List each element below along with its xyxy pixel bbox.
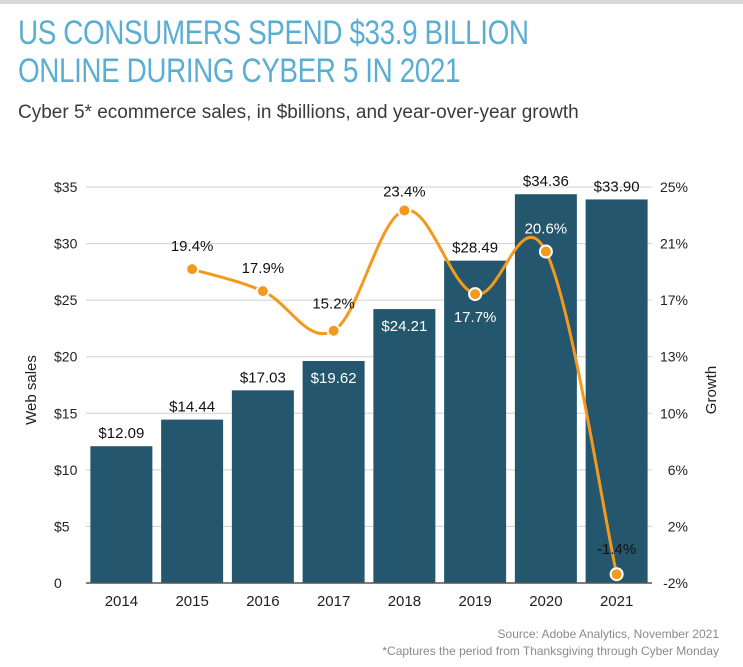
bar-data-label: $24.21	[381, 318, 427, 335]
y-tick-label: $30	[54, 236, 78, 252]
x-tick-label: 2014	[105, 593, 138, 610]
growth-data-label: -1.4%	[597, 541, 636, 558]
chart-title: US CONSUMERS SPEND $33.9 BILLION ONLINE …	[18, 14, 529, 90]
x-tick-label: 2019	[458, 593, 491, 610]
y-tick-label: 0	[54, 575, 62, 591]
growth-line	[191, 208, 619, 575]
growth-point	[538, 244, 553, 259]
y2-tick-label: 13%	[660, 349, 688, 365]
x-tick-label: 2018	[388, 593, 421, 610]
growth-data-label: 15.2%	[312, 296, 355, 313]
growth-point	[609, 567, 624, 582]
source-note: Source: Adobe Analytics, November 2021	[497, 627, 719, 641]
bar-data-label: $12.09	[98, 425, 144, 442]
footnote: *Captures the period from Thanksgiving t…	[382, 644, 719, 658]
bar	[302, 361, 365, 583]
y2-tick-label: 10%	[660, 405, 688, 421]
x-tick-label: 2020	[529, 593, 562, 610]
y2-tick-label: 2%	[668, 518, 688, 534]
y2-axis-title: Growth	[703, 366, 720, 414]
growth-data-label: 17.9%	[242, 260, 285, 277]
bar-data-label: $34.36	[523, 173, 569, 190]
bar-data-label: $28.49	[452, 240, 498, 257]
y2-tick-label: 6%	[668, 462, 688, 478]
title-wrap: US CONSUMERS SPEND $33.9 BILLION ONLINE …	[18, 14, 738, 90]
bar-data-label: $33.90	[594, 178, 640, 195]
bar	[231, 390, 294, 583]
bar-data-label: $19.62	[311, 370, 357, 387]
y2-tick-label: 17%	[660, 292, 688, 308]
bar-data-label: $17.03	[240, 369, 286, 386]
growth-point	[468, 287, 483, 302]
y-tick-label: $20	[54, 349, 78, 365]
chart-subtitle: Cyber 5* ecommerce sales, in $billions, …	[18, 102, 579, 123]
y-tick-label: $15	[54, 405, 78, 421]
y2-tick-label: 21%	[660, 236, 688, 252]
y2-tick-label: -2%	[663, 575, 688, 591]
y-axis-title: Web sales	[23, 355, 40, 425]
y-tick-label: $5	[54, 518, 70, 534]
x-tick-label: 2021	[600, 593, 633, 610]
top-rule	[0, 0, 743, 4]
y-tick-label: $25	[54, 292, 78, 308]
growth-point	[185, 262, 200, 277]
y-tick-label: $35	[54, 179, 78, 195]
bar-data-label: $14.44	[169, 399, 215, 416]
growth-point	[255, 284, 270, 299]
x-tick-label: 2016	[246, 593, 279, 610]
bar	[585, 199, 648, 583]
growth-point	[397, 203, 412, 218]
bar	[161, 419, 224, 583]
growth-data-label: 23.4%	[383, 183, 426, 200]
y2-tick-label: 25%	[660, 179, 688, 195]
growth-data-label: 17.7%	[454, 309, 497, 326]
bar	[90, 446, 153, 583]
bar	[444, 260, 507, 583]
bar	[373, 309, 436, 583]
y-tick-label: $10	[54, 462, 78, 478]
growth-point	[326, 323, 341, 338]
x-tick-label: 2015	[175, 593, 208, 610]
bar	[514, 194, 577, 583]
growth-data-label: 20.6%	[525, 221, 568, 238]
growth-data-label: 19.4%	[171, 238, 214, 255]
x-tick-label: 2017	[317, 593, 350, 610]
